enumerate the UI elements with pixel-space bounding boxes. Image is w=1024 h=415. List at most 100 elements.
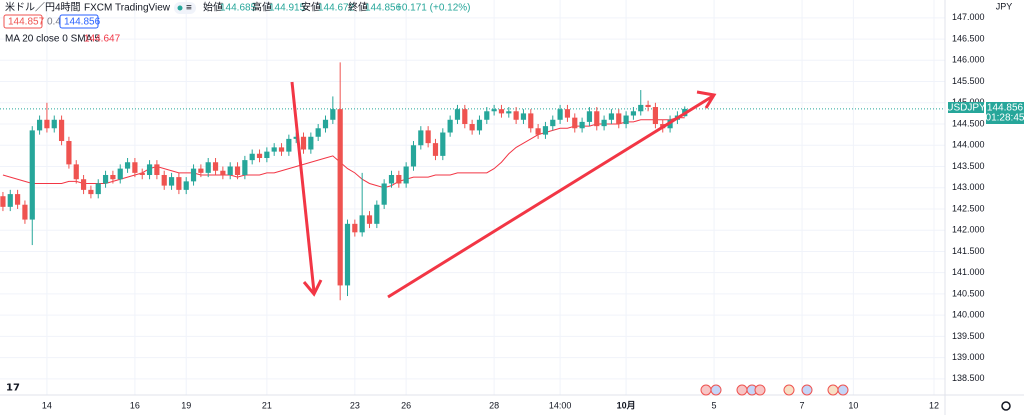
candle-body [601, 119, 607, 127]
exchange: FXCM [84, 3, 112, 14]
change: +0.171 (+0.12%) [396, 3, 471, 14]
sell-price: 144.857 [8, 17, 45, 28]
candle-body [110, 174, 116, 180]
candle-body [542, 126, 549, 135]
y-tick-label: 139.000 [952, 352, 985, 362]
candle-body [139, 172, 145, 175]
candle-body [117, 168, 123, 180]
x-tick-label: 23 [350, 400, 360, 410]
event[interactable] [736, 384, 748, 396]
candle-body [124, 162, 131, 169]
x-tick-label: 14:00 [549, 400, 572, 410]
event-icons [700, 384, 849, 396]
event[interactable] [837, 384, 849, 396]
close-label: 終値 [348, 1, 368, 14]
price-tag [986, 102, 1024, 124]
settings[interactable] [1001, 401, 1011, 411]
plot [0, 62, 945, 301]
candle-body [608, 113, 615, 120]
x-tick-label: 10 [848, 400, 858, 410]
y-tick-label: 139.500 [952, 331, 985, 341]
candle-body [51, 119, 57, 129]
y-tick-label: 144.000 [952, 140, 985, 150]
candle-body [154, 164, 160, 175]
menu-icon: ≡ [186, 3, 192, 14]
x-tick-label: 21 [262, 400, 272, 410]
event[interactable] [783, 384, 795, 396]
candle-body [293, 136, 299, 139]
arrow-head [696, 90, 717, 109]
arrow-up [387, 94, 714, 299]
event[interactable] [754, 384, 766, 396]
open-value: 144.685 [220, 3, 257, 14]
event[interactable] [827, 384, 839, 396]
symbol: 米ドル／円 [5, 1, 55, 14]
high-label: 高値 [252, 1, 272, 14]
candle-body [564, 109, 571, 118]
candle-body [374, 204, 380, 224]
candle-body [454, 109, 461, 120]
y-tick-label: 141.500 [952, 246, 985, 256]
ma-value: 144.647 [84, 34, 121, 45]
tv-logo: 𝟭𝟳 [6, 383, 20, 394]
candle-body [95, 183, 101, 195]
candle-body [14, 194, 21, 205]
candle-body [403, 166, 409, 184]
candle-body [572, 117, 578, 129]
event[interactable] [710, 384, 722, 396]
low-label: 安値 [301, 1, 321, 14]
candle-body [594, 111, 600, 127]
candle-body [22, 204, 28, 220]
candle-body [300, 136, 307, 150]
candle-body [366, 215, 373, 224]
candle-body [396, 174, 402, 184]
candle-body [616, 113, 622, 125]
sell-button[interactable] [3, 14, 43, 29]
candle-body [286, 138, 292, 152]
gear[interactable] [1001, 401, 1011, 411]
candle-body [462, 109, 468, 125]
candle-body [73, 164, 79, 180]
spread: 0.4 [47, 17, 61, 28]
x-tick-label: 16 [130, 400, 140, 410]
x-tick-label: 19 [181, 400, 191, 410]
candle-body [58, 119, 65, 142]
candle-body [535, 128, 541, 135]
candle-body [586, 111, 593, 122]
event[interactable] [801, 384, 813, 396]
candle-body [102, 174, 109, 184]
candle-body [484, 111, 490, 120]
event[interactable] [700, 384, 712, 396]
price-box: USDJPY 144.856 01:28:45 [946, 102, 1024, 124]
candle-body [168, 177, 175, 186]
status-pill[interactable] [174, 2, 196, 14]
grid [0, 0, 945, 395]
annotations [290, 81, 717, 299]
x-tick-label: 26 [401, 400, 411, 410]
candle-body [410, 145, 417, 167]
interval: 4時間 [55, 2, 81, 14]
candle-body [322, 119, 329, 129]
candle-body [418, 130, 424, 146]
x-tick-label: 12 [929, 400, 939, 410]
source: TradingView [115, 3, 171, 14]
candle-body [645, 104, 651, 108]
candle-body [183, 181, 189, 190]
buy-price: 144.856 [64, 17, 101, 28]
candle-body [29, 130, 35, 220]
candle-body [432, 143, 439, 156]
candle-body [630, 111, 637, 116]
candle-body [344, 223, 351, 286]
y-tick-label: 142.000 [952, 225, 985, 235]
symbol-tag: USDJPY [946, 103, 986, 114]
candle-body [198, 168, 204, 173]
candle-body [440, 132, 446, 156]
candle-body [623, 115, 629, 125]
candle-body [447, 119, 453, 133]
ma-legend: MA 20 close 0 SMA 5 [5, 34, 100, 45]
candle-body [550, 119, 556, 127]
buy-button[interactable] [59, 14, 99, 29]
candle-body [161, 174, 167, 186]
symbol-box [948, 102, 984, 113]
